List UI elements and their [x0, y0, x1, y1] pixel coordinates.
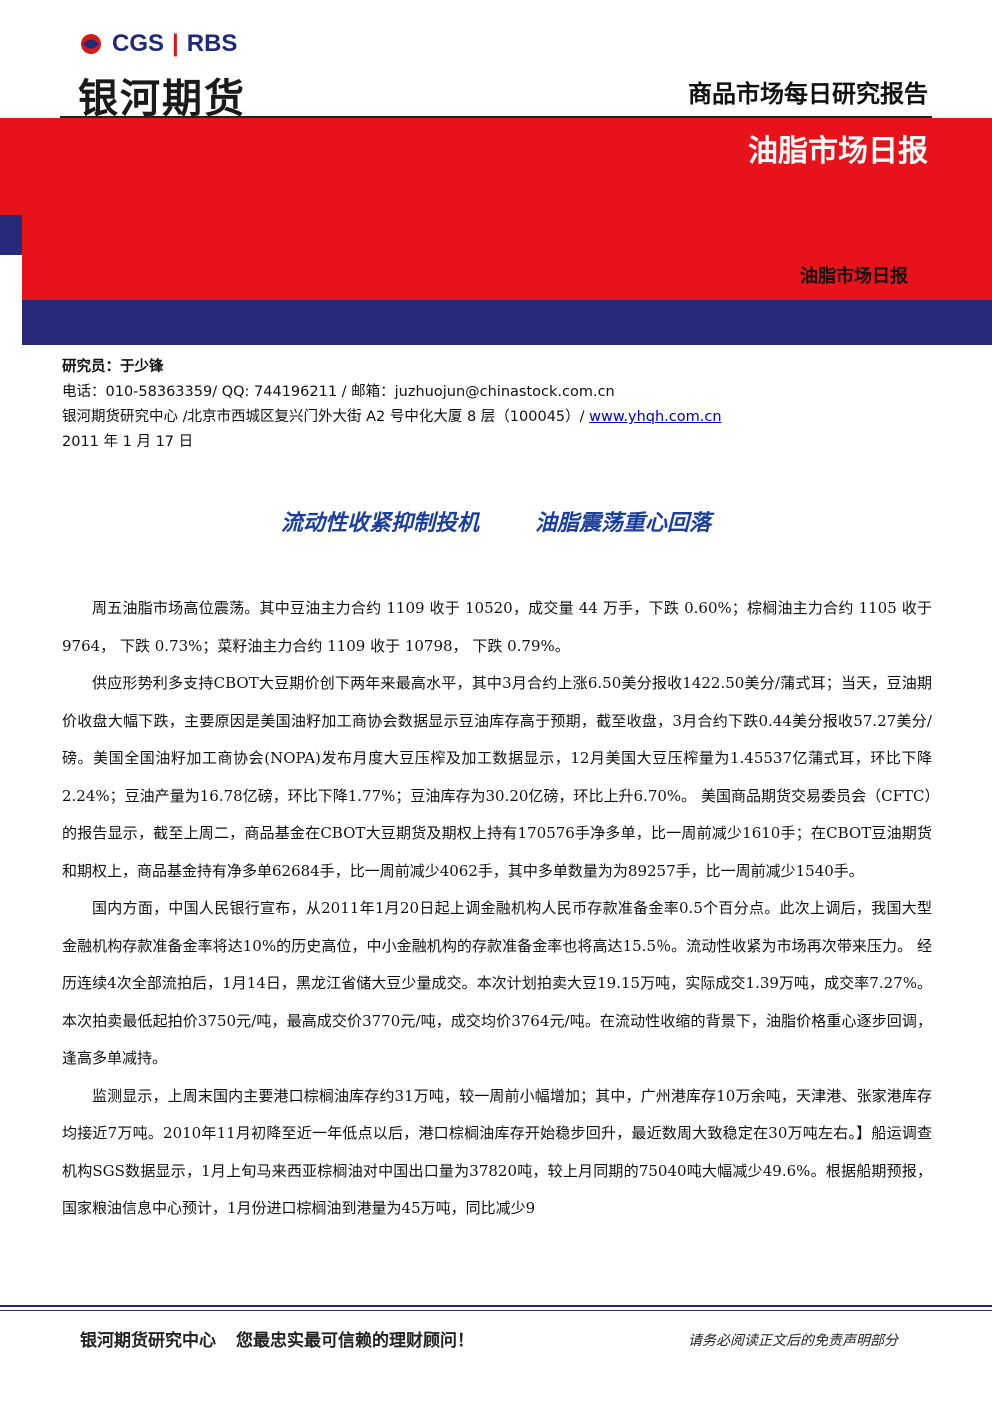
address: 银河期货研究中心 /北京市西城区复兴门外大街 A2 号中化大厦 8 层（1000… — [62, 409, 590, 425]
banner — [0, 118, 992, 215]
slogan-part: 银河期货研究中心 — [80, 1331, 216, 1351]
slogan-part: 您最忠实最可信赖的理财顾问！ — [236, 1331, 474, 1351]
paragraph: 监测显示，上周末国内主要港口棕榈油库存约31万吨，较一周前小幅增加；其中，广州港… — [62, 1086, 932, 1218]
date: 2011 年 1 月 17 日 — [62, 434, 194, 450]
rule — [60, 116, 932, 118]
logo-icon — [81, 34, 101, 54]
website[interactable]: www.yhqh.com.cn — [589, 409, 722, 425]
banner — [22, 215, 992, 300]
disclaimer: 请务必阅读正文后的免责声明部分 — [688, 1333, 898, 1349]
article-body: 周五油脂市场高位震荡。其中豆油主力合约 1109 收于 10520，成交量 44… — [62, 590, 932, 1290]
footer-rule — [0, 1305, 992, 1311]
paragraph: 供应形势利多支持CBOT大豆期价创下两年来最高水平，其中3月合约上涨6.50美分… — [62, 674, 932, 880]
banner — [0, 215, 22, 255]
article-title: 流动性收紧抑制投机 油脂震荡重心回落 — [0, 505, 992, 537]
company: 银河期货 — [78, 76, 246, 122]
title-part: 流动性收紧抑制投机 — [280, 510, 479, 536]
banner — [22, 300, 992, 345]
footer-slogan: 银河期货研究中心 您最忠实最可信赖的理财顾问！ — [80, 1326, 474, 1351]
logo-text: RBS — [186, 30, 238, 57]
logo-sep: | — [172, 30, 179, 57]
contact: 电话：010-58363359/ QQ: 744196211 / 邮箱：juzh… — [62, 384, 615, 400]
paragraph: 周五油脂市场高位震荡。其中豆油主力合约 1109 收于 10520，成交量 44… — [62, 599, 932, 655]
paragraph: 国内方面，中国人民银行宣布，从2011年1月20日起上调金融机构人民币存款准备金… — [62, 899, 932, 1067]
researcher: 研究员：于少锋 — [62, 358, 164, 375]
logo-text: CGS — [112, 30, 165, 57]
banner-title: 油脂市场日报 — [748, 134, 928, 169]
banner-subtitle: 油脂市场日报 — [800, 266, 908, 287]
report-type: 商品市场每日研究报告 — [688, 80, 928, 108]
author-info: 研究员：于少锋 电话：010-58363359/ QQ: 744196211 /… — [62, 354, 722, 455]
title-part: 油脂震荡重心回落 — [535, 510, 712, 536]
logo: CGS | RBS — [78, 30, 237, 58]
